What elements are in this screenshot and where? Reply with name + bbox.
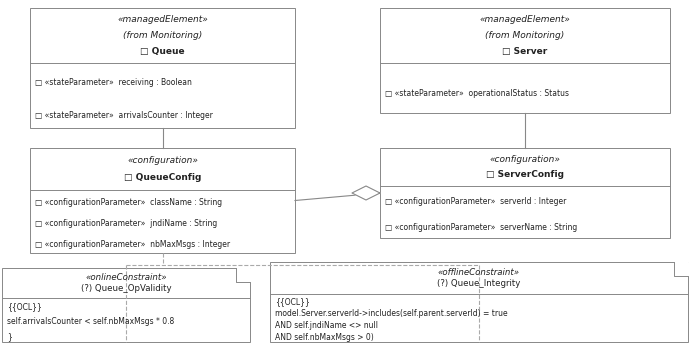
Text: □ «stateParameter»  arrivalsCounter : Integer: □ «stateParameter» arrivalsCounter : Int…: [35, 110, 213, 119]
Text: (from Monitoring): (from Monitoring): [123, 31, 202, 40]
Text: {{OCL}}: {{OCL}}: [275, 297, 310, 306]
Text: □ «stateParameter»  operationalStatus : Status: □ «stateParameter» operationalStatus : S…: [385, 88, 569, 98]
Text: □ «configurationParameter»  jndiName : String: □ «configurationParameter» jndiName : St…: [35, 219, 217, 228]
Text: AND self.jndiName <> null: AND self.jndiName <> null: [275, 321, 378, 330]
Polygon shape: [674, 262, 688, 276]
Bar: [380, 148, 670, 238]
Text: AND self.nbMaxMsgs > 0): AND self.nbMaxMsgs > 0): [275, 333, 374, 342]
Text: self.arrivalsCounter < self.nbMaxMsgs * 0.8: self.arrivalsCounter < self.nbMaxMsgs * …: [7, 317, 174, 326]
Text: □ ServerConfig: □ ServerConfig: [486, 170, 564, 179]
Text: «offlineConstraint»: «offlineConstraint»: [438, 268, 520, 277]
Text: □ «stateParameter»  receiving : Boolean: □ «stateParameter» receiving : Boolean: [35, 78, 192, 87]
Text: □ «configurationParameter»  serverId : Integer: □ «configurationParameter» serverId : In…: [385, 197, 566, 206]
Text: □ Server: □ Server: [503, 47, 547, 56]
Text: model.Server.serverId->includes(self.parent.serverId) = true: model.Server.serverId->includes(self.par…: [275, 309, 508, 318]
Bar: [30, 8, 295, 128]
Text: }: }: [7, 332, 12, 341]
Text: □ «configurationParameter»  className : String: □ «configurationParameter» className : S…: [35, 198, 222, 207]
Text: «onlineConstraint»: «onlineConstraint»: [85, 273, 167, 282]
Bar: [380, 8, 670, 113]
Text: «configuration»: «configuration»: [489, 155, 561, 164]
Text: □ «configurationParameter»  nbMaxMsgs : Integer: □ «configurationParameter» nbMaxMsgs : I…: [35, 240, 230, 249]
Text: (?) Queue_Integrity: (?) Queue_Integrity: [438, 279, 521, 288]
Text: (?) Queue_OpValidity: (?) Queue_OpValidity: [80, 284, 172, 293]
Text: «managedElement»: «managedElement»: [480, 15, 570, 24]
Text: □ «configurationParameter»  serverName : String: □ «configurationParameter» serverName : …: [385, 223, 578, 232]
Text: {{OCL}}: {{OCL}}: [7, 302, 42, 311]
Bar: [2, 268, 250, 342]
Bar: [270, 262, 688, 342]
Polygon shape: [352, 186, 380, 200]
Bar: [30, 148, 295, 253]
Text: (from Monitoring): (from Monitoring): [485, 31, 565, 40]
Text: «configuration»: «configuration»: [127, 156, 198, 165]
Text: «managedElement»: «managedElement»: [117, 15, 208, 24]
Text: □ Queue: □ Queue: [140, 47, 185, 56]
Text: □ QueueConfig: □ QueueConfig: [124, 173, 201, 182]
Polygon shape: [236, 268, 250, 282]
